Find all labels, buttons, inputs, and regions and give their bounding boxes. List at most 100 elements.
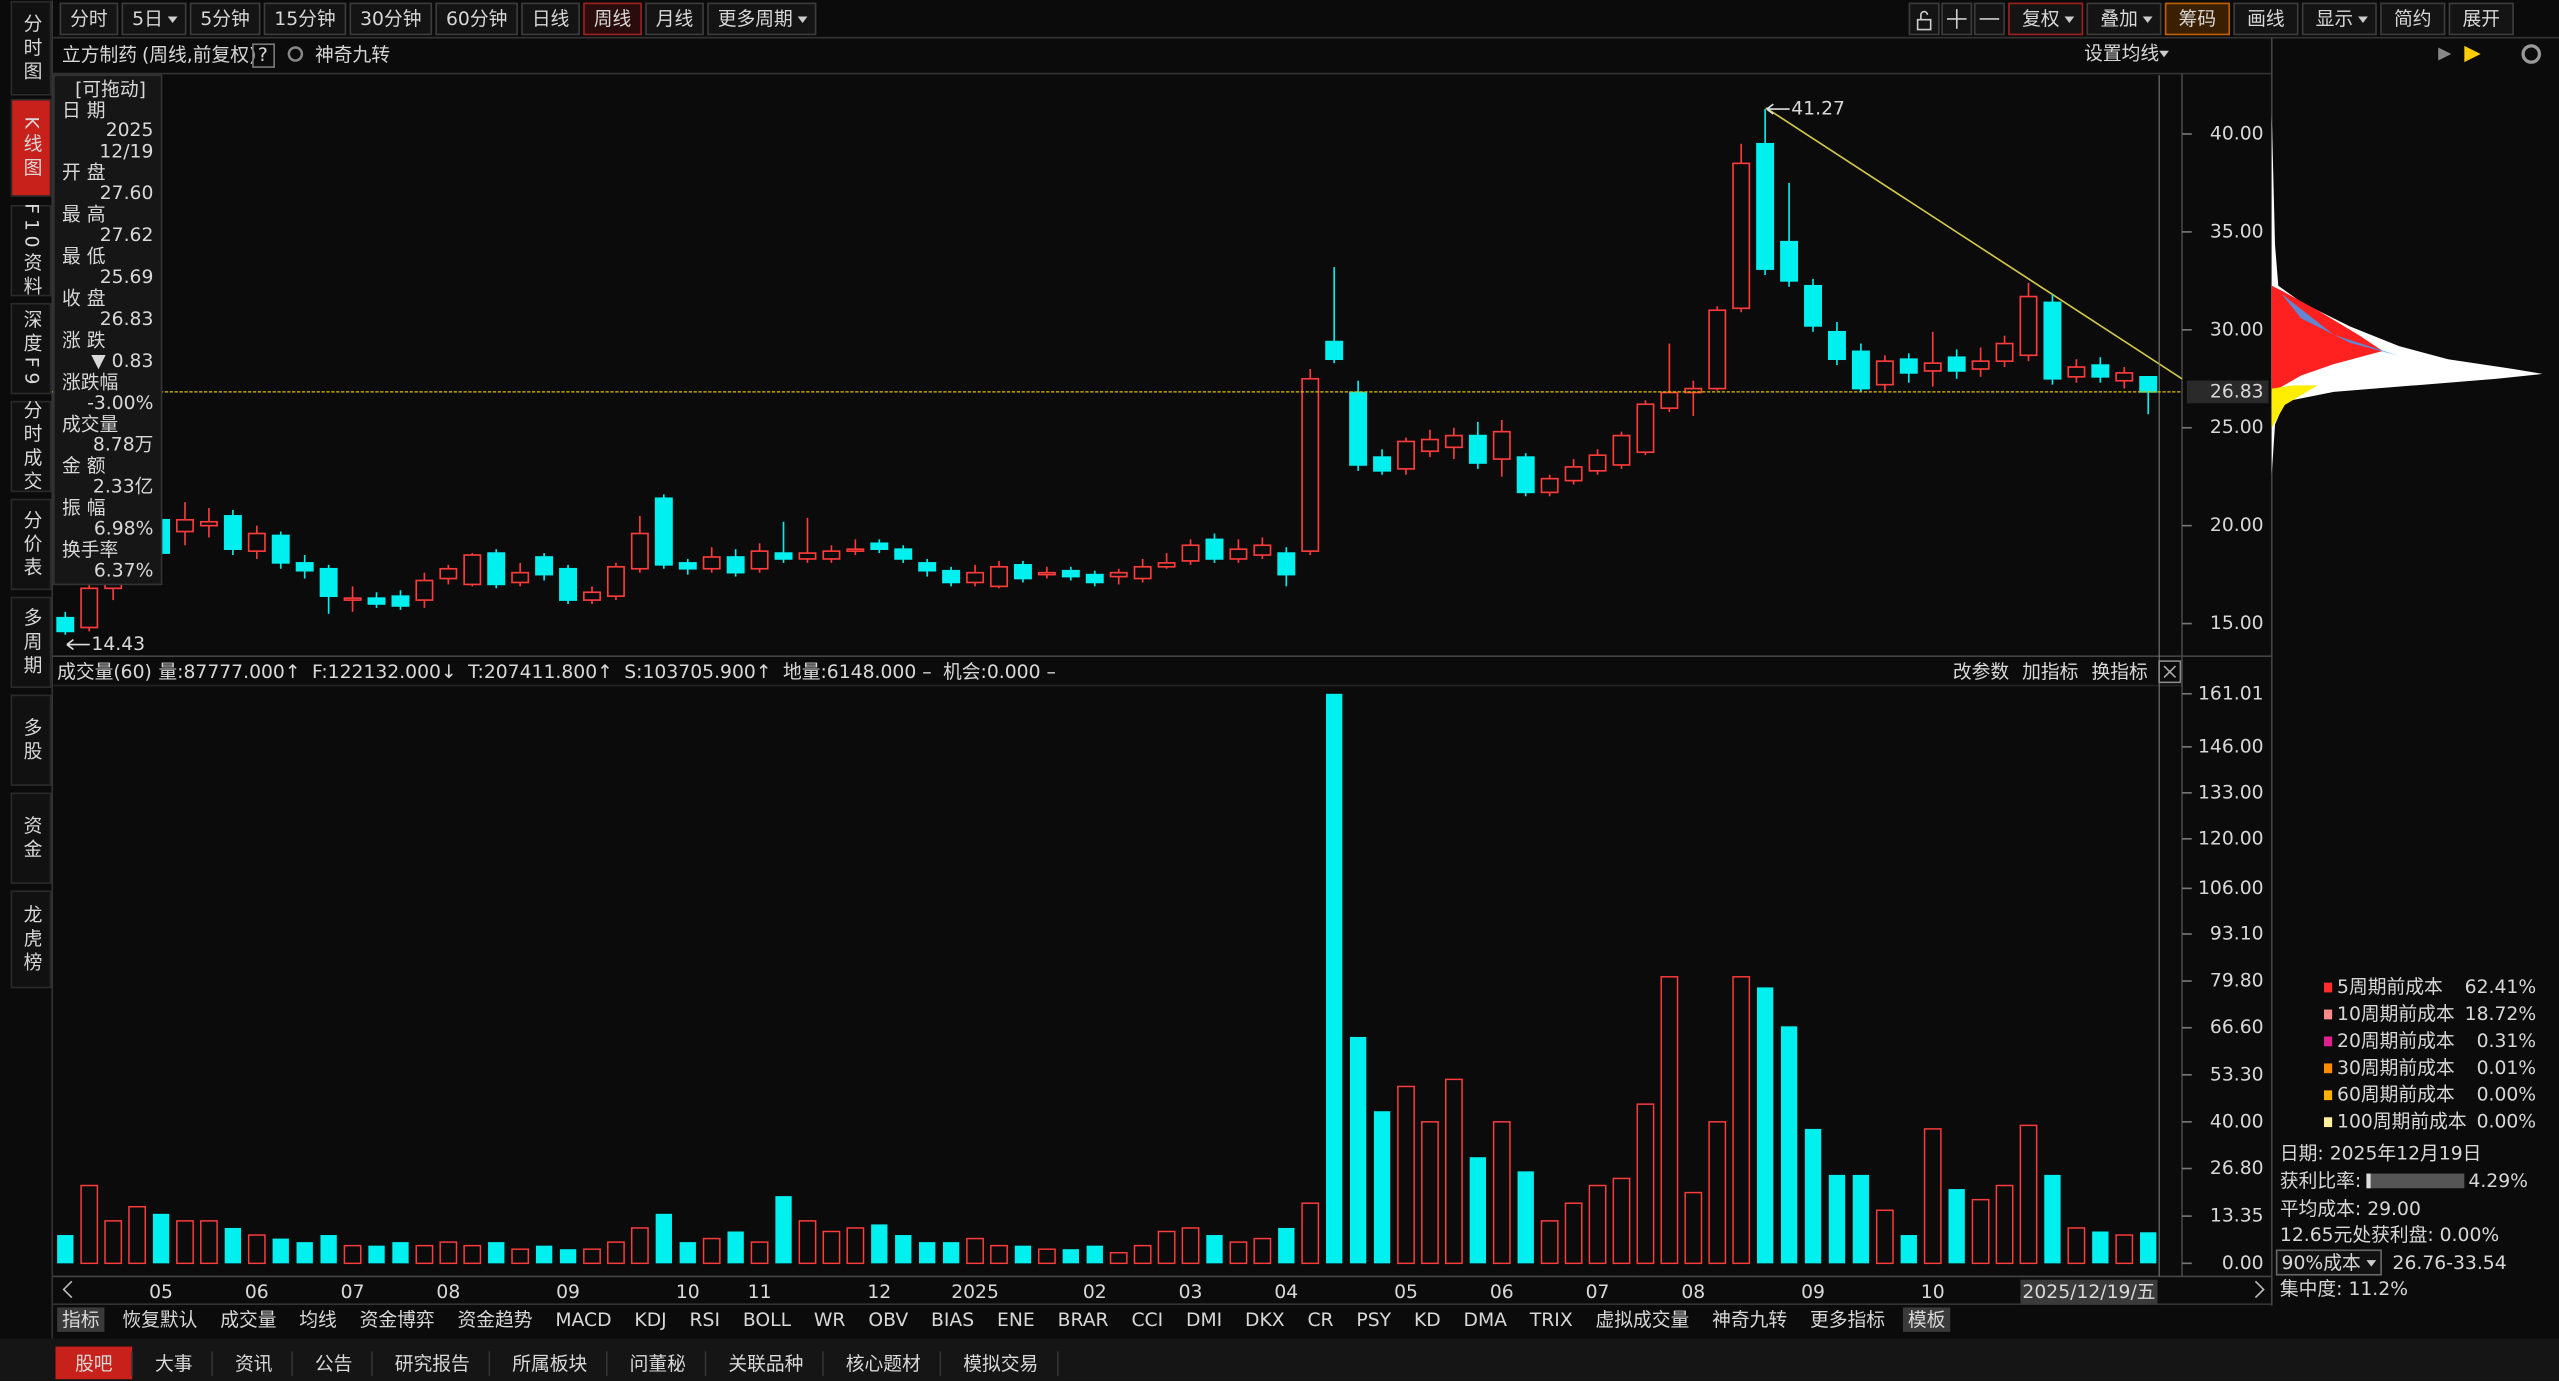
indicator-tab[interactable]: 均线 <box>299 1309 337 1331</box>
sidebar-tab[interactable] <box>10 204 52 297</box>
period-button[interactable] <box>707 2 817 36</box>
sidebar-tab[interactable] <box>10 302 52 395</box>
y-tick-label: 0.00 <box>2222 1253 2264 1274</box>
volume-bar <box>1948 1189 1965 1264</box>
sidebar-tab[interactable] <box>10 98 52 197</box>
indicator-tab[interactable]: BIAS <box>931 1310 974 1331</box>
bottom-tab[interactable] <box>826 1346 941 1380</box>
chip-profit-at: 12.65元处获利盘: 0.00% <box>2280 1224 2499 1246</box>
tool-button[interactable] <box>2233 2 2299 36</box>
volume-bar <box>1229 1241 1248 1265</box>
chip-profit-track <box>2366 1173 2465 1189</box>
candle-body <box>343 597 362 601</box>
indicator-tab[interactable]: ENE <box>997 1310 1035 1331</box>
close-button[interactable] <box>2158 660 2182 684</box>
bottom-tab[interactable] <box>55 1346 133 1380</box>
candle-body <box>1636 403 1655 454</box>
period-button[interactable] <box>435 2 518 36</box>
scroll-left[interactable] <box>62 1280 73 1299</box>
volume-tool[interactable]: 改参数 <box>1953 661 2010 683</box>
sidebar-tab[interactable] <box>10 792 52 884</box>
indicator-tab[interactable]: 成交量 <box>220 1309 276 1331</box>
indicator-tab[interactable]: RSI <box>690 1310 720 1331</box>
candle-body <box>1732 162 1751 310</box>
bottom-tab[interactable] <box>943 1346 1058 1380</box>
indicator-tab[interactable]: CCI <box>1131 1310 1163 1331</box>
indicator-tab[interactable]: 神奇九转 <box>1712 1309 1787 1331</box>
volume-bar <box>1780 1026 1798 1264</box>
gear-icon[interactable] <box>287 46 304 62</box>
volume-bar <box>2092 1231 2109 1264</box>
bottom-tab[interactable] <box>135 1346 213 1380</box>
candle-body <box>1492 430 1511 460</box>
period-button[interactable] <box>583 2 642 36</box>
indicator-tab[interactable]: DMA <box>1464 1310 1508 1331</box>
candle-body <box>2043 301 2062 380</box>
settings-icon[interactable] <box>2521 44 2542 64</box>
chip-legend-name: 5周期前成本 <box>2337 976 2443 998</box>
info-value: -3.00% <box>87 393 153 414</box>
indicator-tab[interactable]: DMI <box>1186 1310 1222 1331</box>
volume-bar <box>80 1184 99 1265</box>
candle-body <box>1037 571 1056 576</box>
period-button[interactable] <box>189 2 261 36</box>
bottom-tab[interactable] <box>610 1346 706 1380</box>
indicator-tab[interactable]: DKX <box>1245 1310 1285 1331</box>
bottom-tab[interactable] <box>215 1346 293 1380</box>
indicator-tab[interactable]: 模板 <box>1908 1309 1946 1331</box>
indicator-tab[interactable]: MACD <box>555 1310 611 1331</box>
chip-date: 日期: 2025年12月19日 <box>2280 1142 2481 1164</box>
indicator-tab[interactable]: 更多指标 <box>1810 1309 1885 1331</box>
indicator-tab[interactable]: KD <box>1414 1310 1441 1331</box>
volume-bar <box>990 1244 1008 1265</box>
chip-avg-cost: 平均成本: 29.00 <box>2280 1198 2421 1220</box>
sidebar-tab[interactable] <box>10 400 52 493</box>
indicator-tab[interactable]: 虚拟成交量 <box>1596 1309 1690 1331</box>
sidebar-tab[interactable] <box>10 596 52 689</box>
indicator-tab[interactable]: PSY <box>1356 1310 1391 1331</box>
indicator-tab[interactable]: 资金趋势 <box>458 1309 533 1331</box>
lock-icon <box>1916 10 1932 31</box>
sidebar-tab[interactable] <box>10 890 52 989</box>
scroll-right[interactable] <box>2254 1280 2265 1299</box>
indicator-tab[interactable]: TRIX <box>1529 1310 1573 1331</box>
help-box[interactable] <box>252 43 275 68</box>
indicator-tab[interactable]: BRAR <box>1058 1310 1109 1331</box>
bottom-tab[interactable] <box>375 1346 490 1380</box>
indicator-tab[interactable]: 恢复默认 <box>122 1309 197 1331</box>
indicator-tab[interactable]: BOLL <box>743 1310 792 1331</box>
volume-tool[interactable]: 换指标 <box>2091 661 2147 683</box>
volume-bar <box>1469 1157 1486 1264</box>
tool-label: 展开 <box>2462 9 2500 30</box>
volume-tool[interactable]: 加指标 <box>2022 661 2078 683</box>
info-value: 26.83 <box>100 309 154 330</box>
period-button[interactable] <box>59 2 119 36</box>
tool-button[interactable] <box>2448 2 2514 36</box>
indicator-tab[interactable]: CR <box>1307 1310 1333 1331</box>
indicator-tab[interactable]: 资金博弈 <box>360 1309 435 1331</box>
indicator-tab[interactable]: KDJ <box>634 1310 666 1331</box>
volume-bar <box>1109 1251 1128 1265</box>
bottom-tab[interactable] <box>492 1346 607 1380</box>
info-label: 成交量 <box>62 413 118 435</box>
bottom-tab[interactable] <box>708 1346 823 1380</box>
indicator-tab[interactable]: 指标 <box>62 1309 100 1331</box>
max-arrow <box>1766 103 1790 115</box>
period-button[interactable] <box>645 2 704 36</box>
ma-settings[interactable]: 设置均线 <box>2084 43 2159 65</box>
period-button[interactable] <box>521 2 580 36</box>
bottom-tab[interactable] <box>295 1346 372 1380</box>
indicator-tab[interactable]: WR <box>814 1310 846 1331</box>
tool-button[interactable] <box>2164 2 2231 36</box>
period-button[interactable] <box>349 2 433 36</box>
sidebar-tab[interactable] <box>10 694 52 786</box>
candle-body <box>1875 360 1894 386</box>
indicator-tab[interactable]: OBV <box>868 1310 908 1331</box>
period-button[interactable] <box>263 2 347 36</box>
x-tick-label: 07 <box>1586 1282 1610 1303</box>
sidebar-tab[interactable] <box>10 0 52 96</box>
chip-band-select[interactable] <box>2275 1249 2382 1276</box>
candle-body <box>1995 342 2014 362</box>
tool-button[interactable] <box>2380 2 2446 36</box>
sidebar-tab[interactable] <box>10 498 52 591</box>
